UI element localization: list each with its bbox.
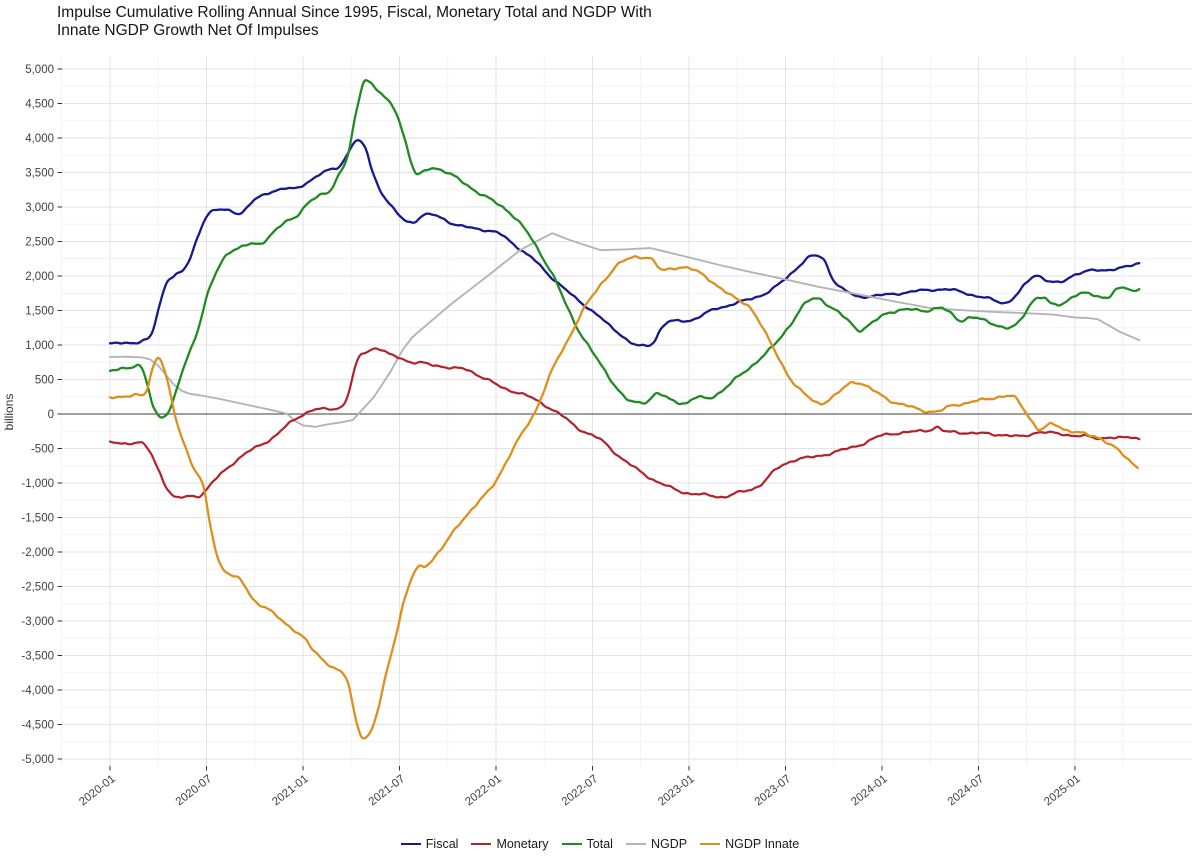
legend-item-monetary: Monetary — [471, 837, 549, 851]
y-tick-label: -4,500 — [21, 720, 54, 732]
legend-label: Fiscal — [425, 837, 459, 851]
x-tick-label: 2025-01 — [1042, 773, 1083, 808]
chart-title-line2: Innate NGDP Growth Net Of Impulses — [57, 21, 319, 39]
gridlines-major — [62, 56, 1192, 766]
gridlines-minor — [61, 56, 1192, 766]
y-tick-label: 3,000 — [25, 202, 54, 214]
y-tick-label: -1,500 — [21, 513, 54, 525]
y-tick-label: 3,500 — [25, 168, 54, 180]
legend-label: NGDP Innate — [725, 837, 800, 851]
axis-labels: 5,000 4,500 4,000 3,500 3,000 2,500 2,000 1,500… — [2, 64, 1083, 808]
legend-swatch-monetary — [471, 842, 492, 846]
y-tick-label: -2,500 — [21, 582, 54, 594]
x-tick-label: 2022-07 — [560, 773, 601, 808]
y-tick-label: 500 — [35, 375, 54, 387]
y-tick-label: -3,500 — [21, 651, 54, 663]
y-tick-label: -500 — [31, 444, 54, 456]
series-line-fiscal — [108, 139, 1141, 348]
y-tick-label: 4,500 — [25, 99, 54, 111]
legend-item-total: Total — [561, 837, 613, 851]
legend-item-fiscal: Fiscal — [400, 837, 459, 851]
y-axis-title: billions — [2, 394, 16, 431]
y-tick-label: -4,000 — [21, 685, 54, 697]
series-line-monetary — [108, 347, 1141, 499]
y-tick-label: -1,000 — [21, 478, 54, 490]
x-tick-label: 2022-01 — [463, 773, 504, 808]
series-line-ngdp-innate — [108, 255, 1139, 740]
legend-label: Total — [586, 837, 613, 851]
y-tick-label: 5,000 — [25, 64, 54, 76]
series-lines — [108, 78, 1141, 740]
y-tick-label: 2,500 — [25, 237, 54, 249]
y-tick-label: -2,000 — [21, 547, 54, 559]
y-tick-label: 1,500 — [25, 306, 54, 318]
x-tick-label: 2020-01 — [77, 773, 118, 808]
chart-title: Impulse Cumulative Rolling Annual Since … — [57, 4, 652, 39]
y-tick-label: 0 — [48, 409, 54, 421]
legend-label: NGDP — [650, 837, 688, 851]
x-tick-label: 2024-01 — [849, 773, 890, 808]
series-line-total — [108, 78, 1141, 419]
x-tick-label: 2023-07 — [753, 773, 794, 808]
chart-title-line1: Impulse Cumulative Rolling Annual Since … — [57, 4, 652, 21]
y-tick-label: 1,000 — [25, 340, 54, 352]
y-tick-label: 2,000 — [25, 271, 54, 283]
y-tick-label: 4,000 — [25, 133, 54, 145]
legend-label: Monetary — [496, 837, 549, 851]
y-tick-label: -5,000 — [21, 754, 54, 766]
axis-ticks — [57, 68, 1076, 771]
legend-item-ngdp: NGDP — [625, 837, 688, 851]
legend-swatch-ngdp-innate — [700, 842, 721, 846]
legend-swatch-total — [561, 842, 582, 846]
legend-swatch-ngdp — [625, 842, 646, 846]
x-tick-label: 2023-01 — [656, 773, 697, 808]
y-tick-label: -3,000 — [21, 616, 54, 628]
x-tick-label: 2021-07 — [367, 773, 408, 808]
chart-legend: Fiscal Monetary Total NGDP NGDP Innate — [0, 837, 1200, 851]
legend-swatch-fiscal — [400, 842, 421, 846]
x-tick-label: 2024-07 — [946, 773, 987, 808]
legend-item-ngdp-innate: NGDP Innate — [700, 837, 799, 851]
x-tick-label: 2020-07 — [174, 773, 215, 808]
x-tick-label: 2021-01 — [270, 773, 311, 808]
